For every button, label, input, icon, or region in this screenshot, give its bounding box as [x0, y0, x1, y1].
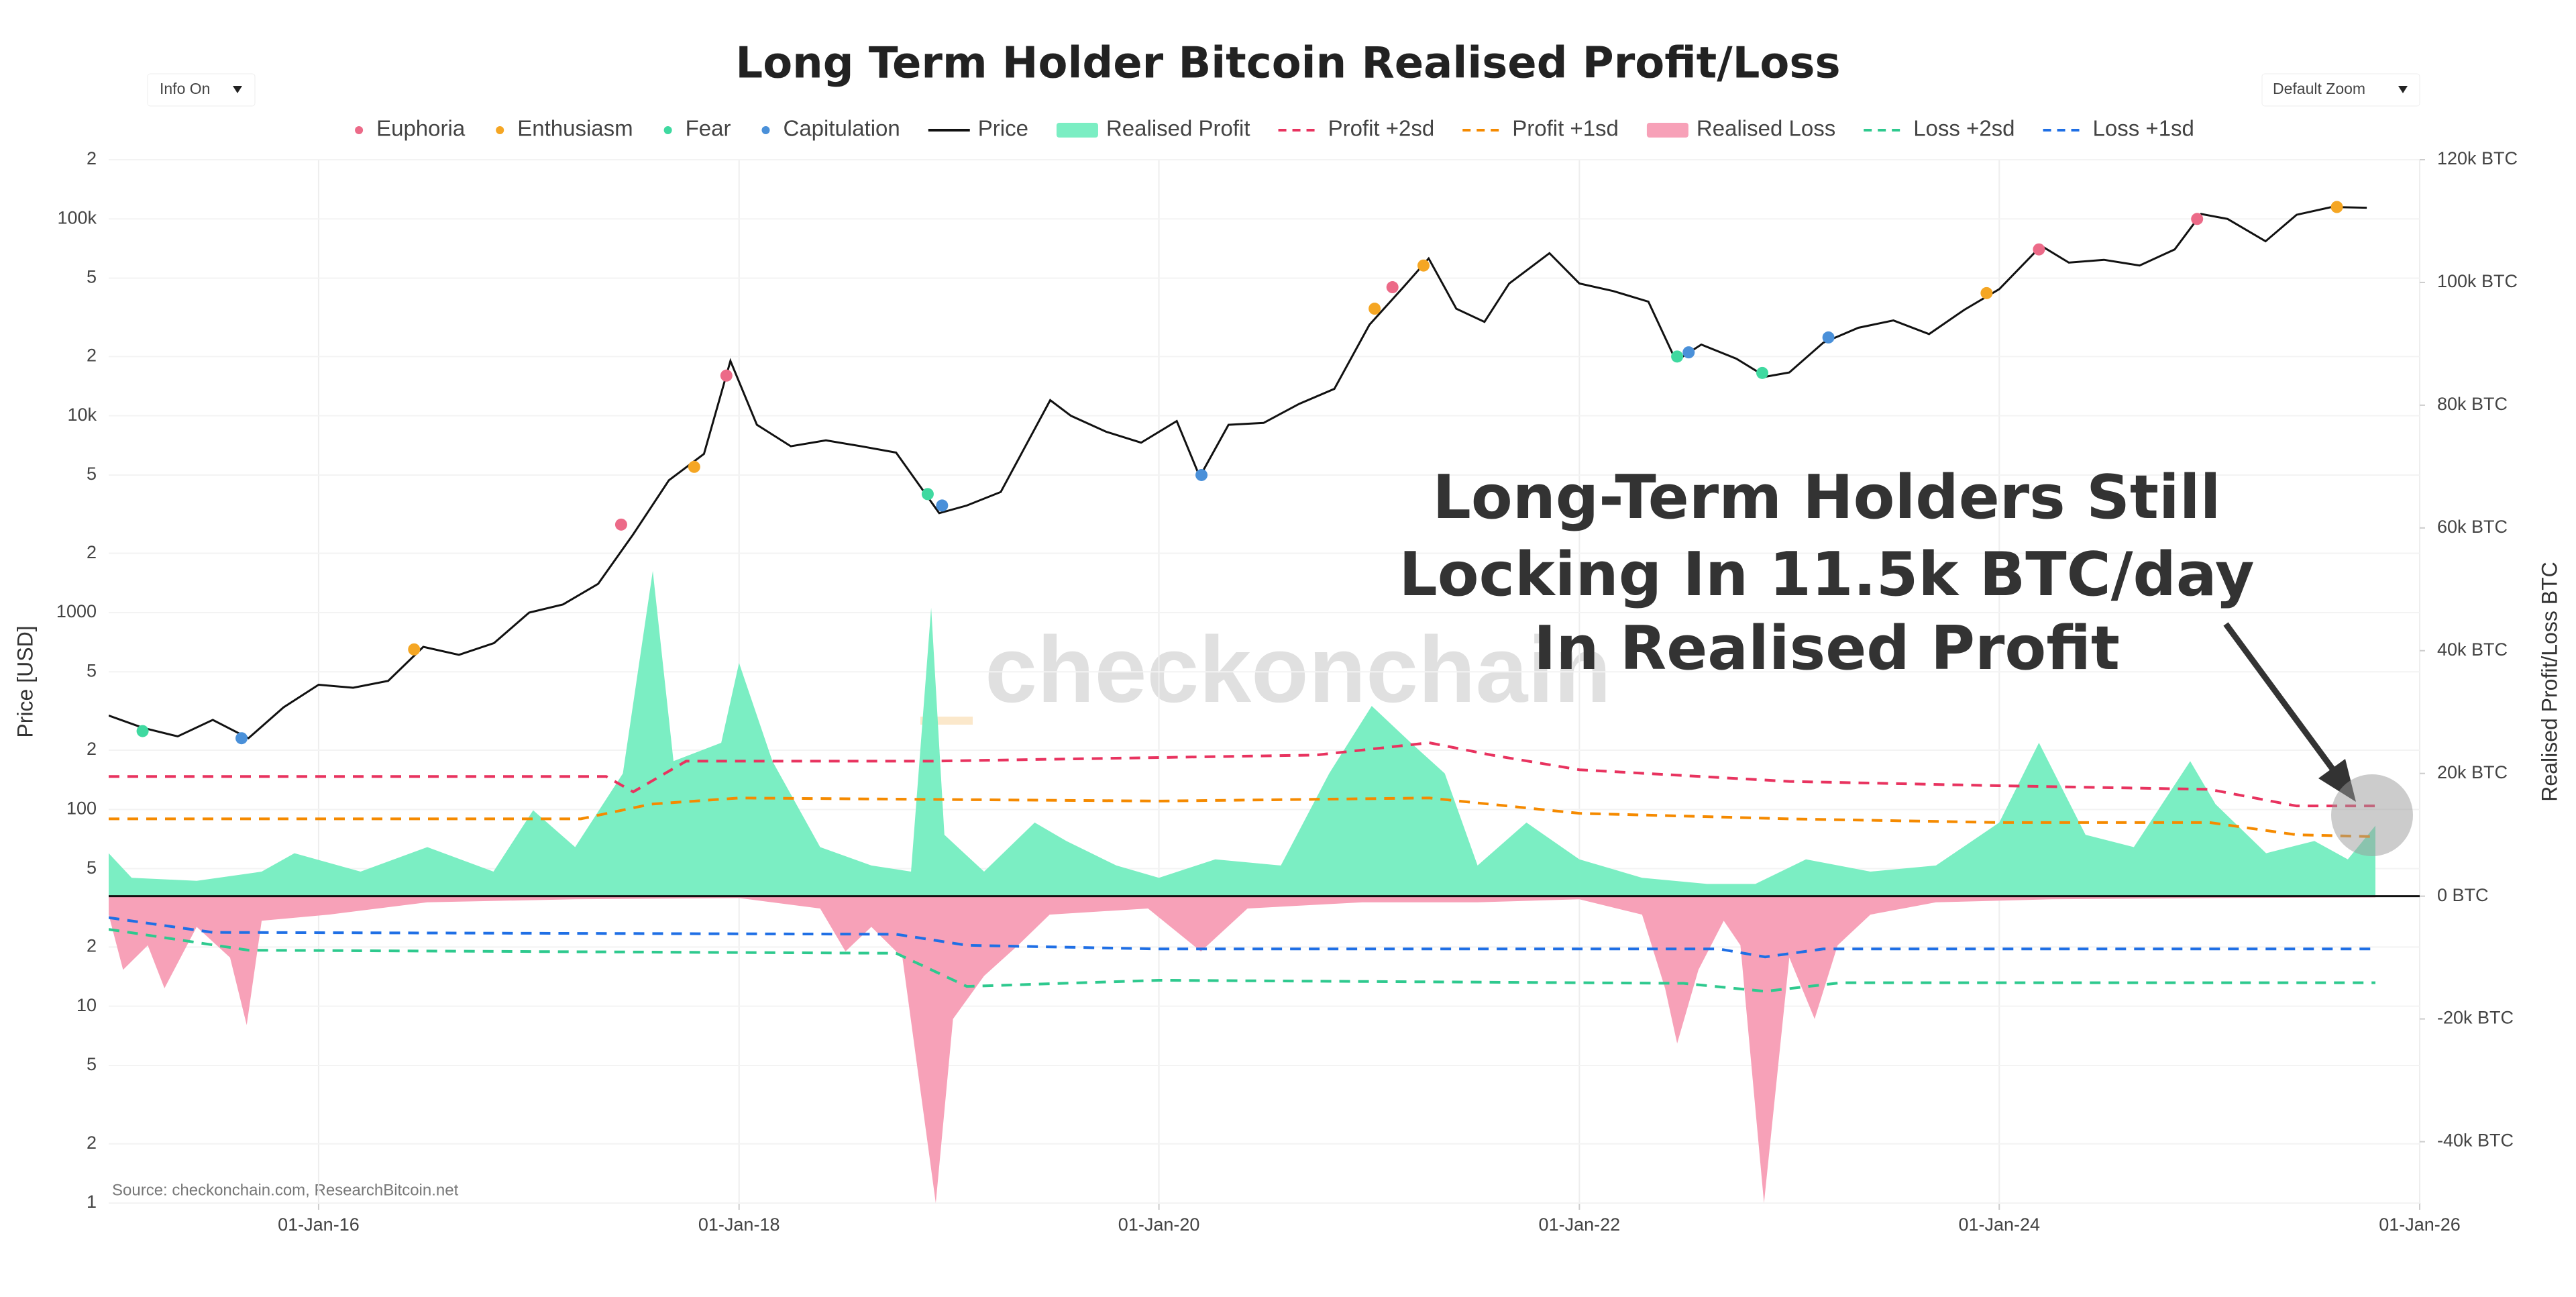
band-line — [109, 796, 2376, 838]
y-tick-label: 5 — [87, 464, 97, 484]
legend-swatch — [355, 126, 364, 134]
button-label[interactable]: Default Zoom — [2273, 80, 2365, 97]
x-tick-label: 01-Jan-24 — [1958, 1214, 2040, 1235]
y2-tick-label: 0 BTC — [2437, 885, 2489, 905]
y2-tick-label: -20k BTC — [2437, 1008, 2514, 1028]
legend-swatch — [496, 126, 504, 134]
regime-dot — [1368, 303, 1381, 315]
regime-dot — [136, 725, 149, 737]
info-button[interactable]: Info On — [147, 73, 256, 107]
y-tick-label: 2 — [87, 1133, 97, 1153]
y-tick-label: 2 — [87, 542, 97, 562]
y2-tick-label: 80k BTC — [2437, 394, 2508, 414]
regime-dot — [1756, 366, 1769, 379]
y2-tick-label: 20k BTC — [2437, 762, 2508, 782]
regime-dot — [1386, 281, 1399, 294]
dropdown-arrow[interactable] — [233, 86, 242, 93]
regime-dot — [1822, 331, 1835, 344]
highlight-circle — [2331, 774, 2413, 856]
y-tick-label: 5 — [87, 1054, 97, 1074]
y-axis-title: Price [USD] — [13, 625, 37, 737]
y-tick-label: 5 — [87, 858, 97, 878]
button-label[interactable]: Info On — [160, 80, 210, 97]
regime-dot — [1682, 346, 1695, 359]
source-note: Source: checkonchain.com, ResearchBitcoi… — [112, 1181, 459, 1199]
legend-swatch — [1646, 123, 1688, 138]
y2-tick-label: 120k BTC — [2437, 148, 2518, 168]
y-tick-label: 10k — [67, 405, 97, 425]
dropdown-arrow[interactable] — [2398, 86, 2408, 93]
watermark: checkonchain — [985, 617, 1611, 722]
regime-dot — [408, 643, 421, 656]
regime-dot — [2330, 201, 2343, 213]
regime-dot — [921, 488, 934, 501]
legend-label: Realised Profit — [1106, 116, 1250, 141]
regime-dot — [235, 732, 248, 745]
annotation-line: In Realised Profit — [1534, 613, 2120, 684]
chart-title: Long Term Holder Bitcoin Realised Profit… — [735, 39, 1840, 89]
legend-swatch — [663, 126, 672, 134]
y-tick-label: 2 — [87, 935, 97, 955]
button-box[interactable] — [2261, 73, 2420, 107]
y-tick-label: 5 — [87, 267, 97, 287]
zoom-button[interactable]: Default Zoom — [2261, 73, 2420, 107]
x-tick-label: 01-Jan-26 — [2379, 1214, 2461, 1235]
regime-dot — [1980, 287, 1993, 299]
annotation-line: Locking In 11.5k BTC/day — [1399, 539, 2254, 610]
annotation-line: Long-Term Holders Still — [1433, 462, 2221, 533]
regime-dot — [1195, 468, 1208, 481]
y2-tick-label: 40k BTC — [2437, 639, 2508, 660]
legend-swatch — [761, 126, 770, 134]
legend: Euphoria Enthusiasm Fear Capitulation Price R… — [355, 116, 2194, 141]
y-tick-label: 5 — [87, 660, 97, 680]
y2-tick-label: 100k BTC — [2437, 271, 2518, 291]
legend-label: Euphoria — [376, 116, 466, 141]
y-tick-label: 1 — [87, 1192, 97, 1212]
legend-label: Capitulation — [783, 116, 900, 141]
regime-dot — [2191, 213, 2204, 225]
legend-label: Fear — [686, 116, 731, 141]
legend-label: Price — [978, 116, 1028, 141]
legend-label: Loss +1sd — [2093, 116, 2194, 141]
legend-swatch — [1056, 123, 1098, 138]
regime-dot — [1417, 259, 1430, 272]
band-line — [109, 928, 2375, 993]
legend-label: Loss +2sd — [1913, 116, 2015, 141]
annotation-arrow — [2223, 622, 2337, 774]
legend-label: Enthusiasm — [517, 116, 633, 141]
y2-tick-label: -40k BTC — [2437, 1131, 2514, 1151]
x-tick-label: 01-Jan-20 — [1118, 1214, 1200, 1235]
regime-dot — [688, 460, 700, 473]
legend-label: Realised Loss — [1697, 116, 1835, 141]
y-tick-label: 1000 — [56, 601, 97, 621]
regime-dot — [1671, 350, 1684, 363]
annotation: Long-Term Holders Still Locking In 11.5k… — [1399, 462, 2413, 856]
y-tick-label: 100 — [66, 798, 97, 818]
button-box[interactable] — [147, 73, 256, 107]
area — [109, 896, 2375, 1203]
x-tick-label: 01-Jan-18 — [698, 1214, 780, 1235]
y2-axis-title: Realised Profit/Loss BTC — [2537, 562, 2561, 801]
regime-dot — [2033, 243, 2045, 256]
y-tick-label: 2 — [87, 345, 97, 365]
y-tick-label: 2 — [87, 739, 97, 759]
legend-label: Profit +2sd — [1328, 116, 1435, 141]
legend-label: Profit +1sd — [1512, 116, 1619, 141]
regime-dot — [936, 499, 949, 512]
y-tick-label: 100k — [57, 207, 97, 227]
regime-dot — [614, 518, 627, 531]
y-tick-label: 2 — [87, 148, 97, 168]
plot-layer: 01-Jan-16 01-Jan-18 01-Jan-20 01-Jan-22 01-J… — [56, 148, 2518, 1235]
y2-tick-label: 60k BTC — [2437, 517, 2508, 537]
x-tick-label: 01-Jan-16 — [278, 1214, 360, 1235]
y-tick-label: 10 — [76, 995, 97, 1015]
regime-dot — [720, 369, 733, 382]
band-line — [109, 916, 2375, 959]
x-tick-label: 01-Jan-22 — [1539, 1214, 1621, 1235]
area — [109, 570, 2375, 896]
